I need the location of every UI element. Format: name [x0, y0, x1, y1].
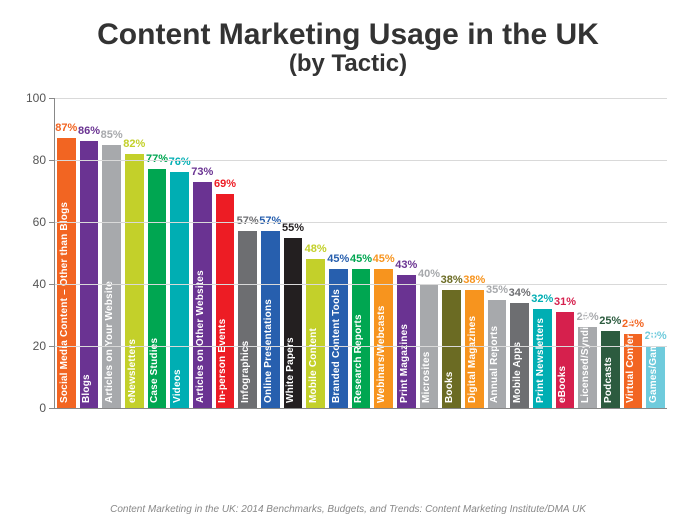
bar-category-label: eNewsletters: [127, 339, 138, 403]
bar: 57%Online Presentations: [261, 231, 280, 408]
y-tick: [49, 284, 55, 285]
bar-category-label: eBooks: [557, 366, 568, 403]
bar: 76%Videos: [170, 172, 189, 408]
gridline: [55, 284, 667, 285]
bar-category-label: Mobile Content: [308, 328, 319, 403]
bar: 38%Books: [442, 290, 461, 408]
bar-value-label: 43%: [395, 259, 417, 271]
bar: 26%Licensed/Syndicated Content: [578, 327, 597, 408]
bar-value-label: 40%: [418, 268, 440, 280]
bar-category-label: Digital Magazines: [467, 316, 478, 403]
bar-value-label: 45%: [327, 253, 349, 265]
chart-title-line2: (by Tactic): [0, 51, 696, 77]
bar-value-label: 25%: [599, 315, 621, 327]
y-axis-label: 20: [16, 339, 46, 353]
bar-value-label: 86%: [78, 125, 100, 137]
bar-value-label: 55%: [282, 222, 304, 234]
y-tick: [49, 408, 55, 409]
bar-category-label: Blogs: [81, 374, 92, 403]
bar: 82%eNewsletters: [125, 154, 144, 408]
bar: 57%Infographics: [238, 231, 257, 408]
bar: 73%Articles on Other Websites: [193, 182, 212, 408]
chart-title-line1: Content Marketing Usage in the UK: [0, 18, 696, 51]
chart-title: Content Marketing Usage in the UK (by Ta…: [0, 18, 696, 77]
bar: 55%White Papers: [284, 238, 303, 409]
bar-category-label: Articles on Your Website: [104, 281, 115, 403]
bar: 86%Blogs: [80, 141, 99, 408]
chart-source: Content Marketing in the UK: 2014 Benchm…: [0, 504, 696, 515]
bar: 45%Branded Content Tools: [329, 269, 348, 409]
bar-category-label: Games/Gamification: [648, 303, 659, 403]
y-axis-label: 0: [16, 401, 46, 415]
bar-category-label: In-person Events: [217, 319, 228, 403]
bar-category-label: White Papers: [285, 337, 296, 403]
bar-category-label: Webinars/Webcasts: [376, 305, 387, 403]
bar: 20%Games/Gamification: [646, 346, 665, 408]
bar-category-label: Mobile Apps: [512, 342, 523, 403]
bar-value-label: 32%: [531, 293, 553, 305]
bar-category-label: Infographics: [240, 341, 251, 403]
bar-category-label: Online Presentations: [263, 299, 274, 403]
bars-group: 87% Social Media Content – Other than Blo…: [55, 98, 667, 408]
bar: 69%In-person Events: [216, 194, 235, 408]
gridline: [55, 160, 667, 161]
bar-value-label: 48%: [305, 243, 327, 255]
bar-category-label: Social Media Content – Other than Blogs: [59, 202, 70, 403]
bar-value-label: 34%: [509, 287, 531, 299]
bar-value-label: 82%: [123, 138, 145, 150]
bar-category-label: Print Magazines: [399, 324, 410, 403]
bar-category-label: Print Newsletters: [535, 318, 546, 403]
bar-value-label: 85%: [101, 129, 123, 141]
bar: 32%Print Newsletters: [533, 309, 552, 408]
bar: 45%Research Reports: [352, 269, 371, 409]
bar-category-label: Articles on Other Websites: [195, 270, 206, 403]
bar: 31%eBooks: [556, 312, 575, 408]
bar: 77%Case Studies: [148, 169, 167, 408]
y-axis-label: 80: [16, 153, 46, 167]
bar-category-label: Case Studies: [149, 338, 160, 403]
bar-value-label: 69%: [214, 178, 236, 190]
y-axis-label: 40: [16, 277, 46, 291]
bar: 35%Annual Reports: [488, 300, 507, 409]
y-tick: [49, 98, 55, 99]
bar: 43%Print Magazines: [397, 275, 416, 408]
bar: 24%Virtual Conferences: [624, 334, 643, 408]
y-tick: [49, 346, 55, 347]
bar-value-label: 35%: [486, 284, 508, 296]
bar-category-label: Podcasts: [603, 357, 614, 403]
chart-container: Content Marketing Usage in the UK (by Ta…: [0, 0, 696, 532]
y-axis-label: 100: [16, 91, 46, 105]
bar-value-label: 76%: [169, 156, 191, 168]
bar: 25%Podcasts: [601, 331, 620, 409]
gridline: [55, 346, 667, 347]
bar-category-label: Books: [444, 371, 455, 403]
bar-category-label: Microsites: [421, 352, 432, 403]
bar-category-label: Virtual Conferences: [625, 305, 636, 403]
bar: 87%Social Media Content – Other than Blo…: [57, 138, 76, 408]
bar-category-label: Research Reports: [353, 314, 364, 403]
bar-category-label: Licensed/Syndicated Content: [580, 258, 591, 403]
bar-value-label: 87%: [55, 122, 77, 134]
plot-area: 87% Social Media Content – Other than Blo…: [54, 98, 667, 409]
y-tick: [49, 160, 55, 161]
bar: 45%Webinars/Webcasts: [374, 269, 393, 409]
bar: 34%Mobile Apps: [510, 303, 529, 408]
bar-value-label: 73%: [191, 166, 213, 178]
y-tick: [49, 222, 55, 223]
bar: 38%Digital Magazines: [465, 290, 484, 408]
gridline: [55, 98, 667, 99]
bar-value-label: 31%: [554, 296, 576, 308]
bar-value-label: 45%: [350, 253, 372, 265]
bar-category-label: Videos: [172, 369, 183, 403]
gridline: [55, 222, 667, 223]
bar: 48%Mobile Content: [306, 259, 325, 408]
bar: 85%Articles on Your Website: [102, 145, 121, 409]
y-axis-label: 60: [16, 215, 46, 229]
bar-category-label: Annual Reports: [489, 326, 500, 403]
bar-value-label: 45%: [373, 253, 395, 265]
